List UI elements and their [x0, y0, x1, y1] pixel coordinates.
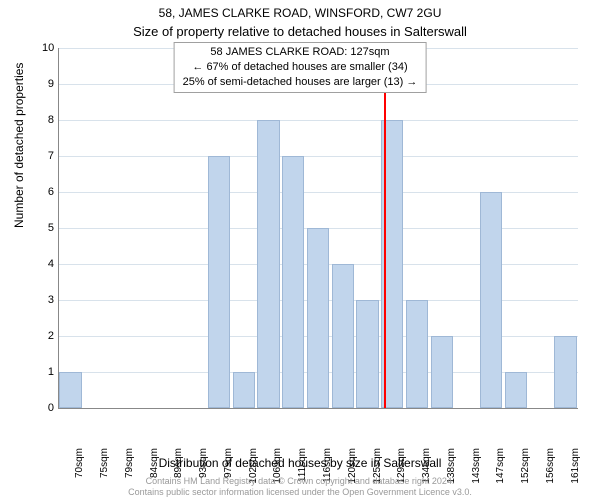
y-tick-label: 0	[42, 402, 54, 414]
x-axis-title: Distribution of detached houses by size …	[0, 456, 600, 470]
y-tick-label: 8	[42, 114, 54, 126]
y-axis-line	[58, 48, 59, 408]
bar	[307, 228, 329, 408]
y-tick-label: 4	[42, 258, 54, 270]
y-tick-label: 7	[42, 150, 54, 162]
y-tick-label: 2	[42, 330, 54, 342]
bar	[431, 336, 453, 408]
annotation-line2: ← 67% of detached houses are smaller (34…	[183, 60, 418, 75]
y-tick-label: 1	[42, 366, 54, 378]
y-tick-label: 9	[42, 78, 54, 90]
y-tick-label: 3	[42, 294, 54, 306]
bar	[233, 372, 255, 408]
bar	[208, 156, 230, 408]
bar	[282, 156, 304, 408]
y-tick-label: 10	[42, 42, 54, 54]
chart-container: 58, JAMES CLARKE ROAD, WINSFORD, CW7 2GU…	[0, 0, 600, 500]
reference-line	[384, 48, 386, 408]
footer-line2: Contains public sector information licen…	[0, 487, 600, 498]
bar	[554, 336, 576, 408]
plot-region	[58, 48, 578, 408]
bar	[406, 300, 428, 408]
plot-area	[58, 48, 578, 408]
annotation-line3: 25% of semi-detached houses are larger (…	[183, 75, 418, 90]
annotation-line1: 58 JAMES CLARKE ROAD: 127sqm	[183, 45, 418, 60]
bar	[505, 372, 527, 408]
bar	[356, 300, 378, 408]
y-axis-title: Number of detached properties	[12, 63, 26, 228]
footer-line1: Contains HM Land Registry data © Crown c…	[0, 476, 600, 487]
bar	[59, 372, 81, 408]
x-axis-line	[58, 408, 578, 409]
address-title: 58, JAMES CLARKE ROAD, WINSFORD, CW7 2GU	[0, 6, 600, 20]
chart-title: Size of property relative to detached ho…	[0, 24, 600, 39]
y-tick-label: 5	[42, 222, 54, 234]
bar	[257, 120, 279, 408]
footer: Contains HM Land Registry data © Crown c…	[0, 476, 600, 498]
bar	[332, 264, 354, 408]
gridline	[58, 156, 578, 157]
annotation-box: 58 JAMES CLARKE ROAD: 127sqm ← 67% of de…	[174, 42, 427, 93]
y-tick-label: 6	[42, 186, 54, 198]
bar	[480, 192, 502, 408]
gridline	[58, 120, 578, 121]
